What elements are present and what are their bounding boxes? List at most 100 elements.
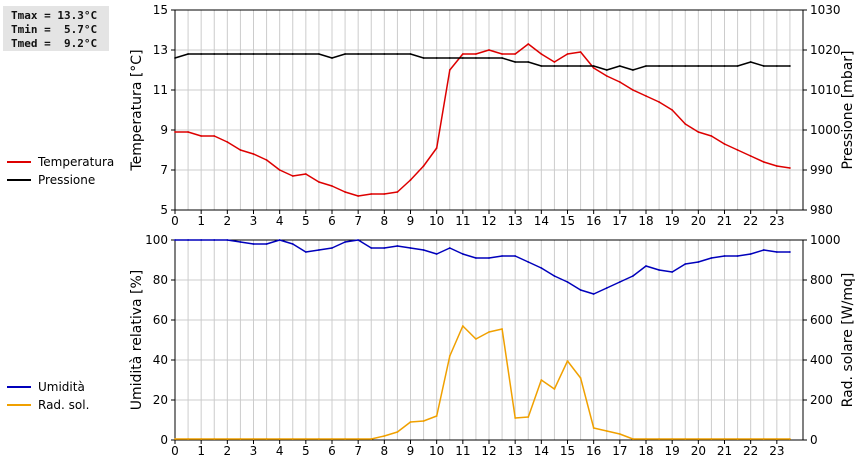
data-point-pressure: [789, 65, 791, 67]
data-point-temperature: [344, 191, 346, 193]
data-point-pressure: [723, 65, 726, 67]
x-tick-label: 17: [612, 444, 627, 458]
data-point-temperature: [422, 165, 425, 167]
data-point-solar: [226, 438, 229, 440]
y-right-tick-label: 980: [810, 203, 833, 217]
x-tick-label: 17: [612, 214, 627, 228]
legend-label: Temperatura: [37, 155, 114, 169]
data-point-solar: [762, 438, 765, 440]
data-point-solar: [789, 438, 791, 440]
x-tick-label: 10: [429, 444, 444, 458]
data-point-pressure: [514, 61, 517, 63]
data-point-pressure: [618, 65, 621, 67]
data-point-temperature: [304, 173, 307, 175]
data-point-pressure: [422, 57, 425, 59]
x-tick-label: 15: [560, 444, 575, 458]
data-point-pressure: [501, 57, 503, 59]
data-point-solar: [671, 438, 674, 440]
x-tick-label: 18: [638, 444, 653, 458]
x-tick-label: 20: [691, 444, 706, 458]
data-point-humidity: [749, 253, 752, 255]
data-point-solar: [252, 438, 255, 440]
data-point-humidity: [396, 245, 399, 247]
data-point-solar: [304, 438, 307, 440]
y-right-tick-label: 0: [810, 433, 818, 447]
data-point-temperature: [435, 147, 438, 149]
x-tick-label: 8: [381, 444, 389, 458]
data-point-solar: [579, 377, 582, 379]
data-point-humidity: [370, 247, 373, 249]
data-point-humidity: [527, 261, 530, 263]
data-point-pressure: [736, 65, 739, 67]
x-tick-label: 1: [197, 444, 205, 458]
data-point-pressure: [527, 61, 530, 63]
data-point-humidity: [318, 249, 320, 251]
data-point-humidity: [278, 239, 281, 241]
data-point-humidity: [736, 255, 739, 257]
data-point-solar: [697, 438, 700, 440]
data-point-temperature: [213, 135, 216, 137]
x-tick-label: 14: [534, 214, 549, 228]
data-point-humidity: [789, 251, 791, 253]
data-point-humidity: [435, 253, 438, 255]
data-point-solar: [592, 427, 595, 429]
data-point-humidity: [514, 255, 517, 257]
data-point-temperature: [527, 43, 530, 45]
y-left-tick-label: 7: [160, 163, 168, 177]
x-tick-label: 5: [302, 214, 310, 228]
data-point-humidity: [200, 239, 203, 241]
data-point-temperature: [187, 131, 189, 133]
x-tick-label: 2: [224, 214, 232, 228]
x-tick-label: 23: [769, 214, 784, 228]
data-point-humidity: [239, 241, 242, 243]
data-point-pressure: [645, 65, 647, 67]
data-point-temperature: [540, 53, 543, 55]
y-left-tick-label: 5: [160, 203, 168, 217]
data-point-temperature: [579, 51, 582, 53]
data-point-temperature: [723, 143, 726, 145]
data-point-humidity: [697, 261, 700, 263]
data-point-pressure: [174, 57, 176, 59]
data-point-pressure: [448, 57, 451, 59]
data-point-pressure: [200, 53, 203, 55]
data-point-temperature: [174, 131, 176, 133]
y-right-tick-label: 1010: [810, 83, 841, 97]
y-right-tick-label: 1000: [810, 123, 841, 137]
data-point-pressure: [344, 53, 346, 55]
y-right-tick-label: 400: [810, 353, 833, 367]
data-point-humidity: [187, 239, 189, 241]
data-point-solar: [632, 438, 634, 440]
data-point-humidity: [710, 257, 713, 259]
stat-tmax: Tmax = 13.3°C: [11, 9, 98, 22]
data-point-solar: [658, 438, 660, 440]
data-point-temperature: [697, 131, 700, 133]
series-line-temperature: [175, 43, 791, 197]
x-tick-label: 22: [743, 214, 758, 228]
data-point-pressure: [710, 65, 713, 67]
data-point-temperature: [475, 53, 477, 55]
data-point-solar: [684, 438, 687, 440]
data-point-pressure: [592, 65, 595, 67]
data-point-humidity: [762, 249, 765, 251]
y-left-tick-label: 80: [153, 273, 168, 287]
data-point-pressure: [304, 53, 307, 55]
x-tick-label: 15: [560, 214, 575, 228]
x-tick-label: 14: [534, 444, 549, 458]
data-point-solar: [213, 438, 216, 440]
data-point-solar: [265, 438, 268, 440]
x-tick-label: 20: [691, 214, 706, 228]
data-point-humidity: [357, 239, 360, 241]
data-point-humidity: [422, 249, 425, 251]
data-point-humidity: [671, 271, 674, 273]
data-point-pressure: [435, 57, 438, 59]
x-tick-label: 4: [276, 444, 284, 458]
data-point-pressure: [239, 53, 242, 55]
data-point-solar: [501, 328, 503, 330]
x-tick-label: 16: [586, 444, 601, 458]
data-point-solar: [488, 331, 490, 333]
chart-panel-top: 0 1 2 3 4 5 6 7 8 9 10 11 12 13 14 15 16 17 18 19 20 21 22 2357…: [7, 3, 856, 228]
series-line-pressure: [174, 53, 790, 71]
x-tick-label: 13: [508, 214, 523, 228]
x-tick-label: 23: [769, 444, 784, 458]
x-tick-label: 8: [381, 214, 389, 228]
